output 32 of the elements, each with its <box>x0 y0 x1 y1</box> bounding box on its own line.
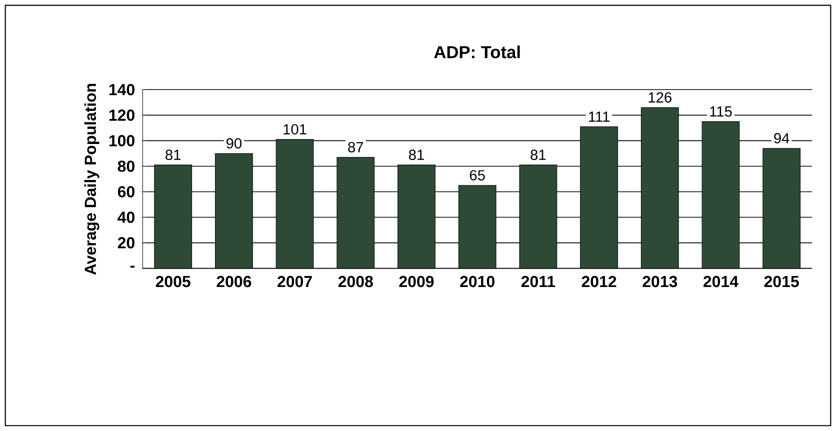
x-tick-label: 2012 <box>582 276 616 288</box>
data-label: 81 <box>166 150 181 160</box>
x-tick-label: 2005 <box>156 276 190 288</box>
x-tick-label: 2010 <box>460 276 494 288</box>
data-label: 81 <box>408 150 424 160</box>
data-label: 126 <box>648 92 672 103</box>
y-tick-label: 120 <box>109 110 134 121</box>
y-tick-label: 20 <box>118 237 134 248</box>
x-tick-label: 2014 <box>703 276 738 288</box>
y-tick-label: 100 <box>109 135 134 146</box>
y-tick-label: 140 <box>109 84 134 96</box>
y-tick-label: - <box>130 266 134 268</box>
x-tick-label: 2008 <box>338 276 373 288</box>
data-label: 111 <box>588 112 610 122</box>
x-tick-label: 2015 <box>764 276 799 288</box>
y-axis-title: Average Daily Population <box>84 84 100 275</box>
data-label: 90 <box>226 138 242 149</box>
y-tick-label: 60 <box>118 186 134 198</box>
data-label: 87 <box>348 142 364 152</box>
data-label: 115 <box>710 106 732 117</box>
x-tick-label: 2007 <box>278 276 312 288</box>
data-label: 65 <box>470 170 485 180</box>
x-tick-label: 2009 <box>399 276 434 288</box>
y-tick-label: 40 <box>118 212 134 223</box>
x-tick-label: 2013 <box>642 276 678 288</box>
data-label: 81 <box>530 150 546 160</box>
data-label: 94 <box>774 133 790 144</box>
y-tick-label: 80 <box>118 160 134 172</box>
chart-title: ADP: Total <box>434 46 520 58</box>
x-tick-label: 2011 <box>521 276 556 288</box>
data-label: 101 <box>284 124 306 134</box>
x-tick-label: 2006 <box>216 276 252 288</box>
